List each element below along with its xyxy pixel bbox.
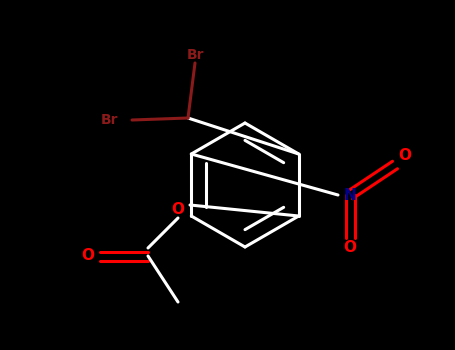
Text: Br: Br: [186, 48, 204, 62]
Text: O: O: [172, 203, 184, 217]
Text: O: O: [81, 248, 95, 264]
Text: N: N: [344, 188, 356, 203]
Text: O: O: [399, 147, 411, 162]
Text: O: O: [344, 240, 357, 256]
Text: Br: Br: [101, 113, 119, 127]
